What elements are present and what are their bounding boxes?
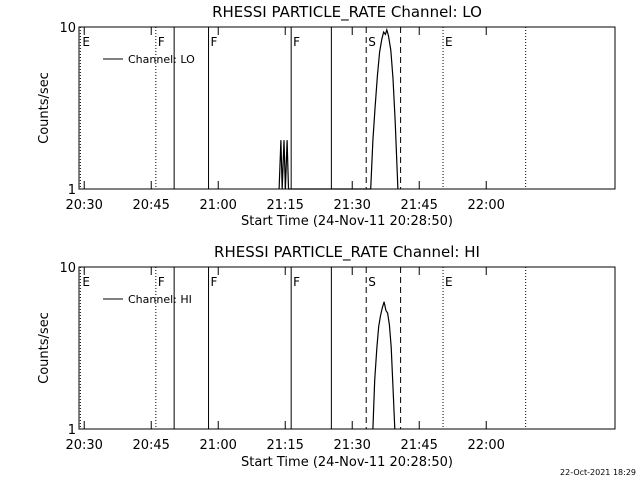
- legend-label: Channel: LO: [128, 53, 195, 66]
- x-tick-label: 21:30: [333, 438, 370, 453]
- x-tick-label: 21:45: [400, 438, 437, 453]
- y-tick-label: 1: [68, 183, 76, 198]
- axes-layer: E F F F S E 20:30 20:45 21:00 21:15 21:30 21:45 22:0…: [59, 261, 616, 453]
- chart-title: RHESSI PARTICLE_RATE Channel: HI: [214, 243, 480, 262]
- x-tick-label: 21:00: [199, 438, 236, 453]
- x-tick-label: 22:00: [467, 438, 504, 453]
- event-marker-label: F: [211, 35, 218, 49]
- x-tick-label: 21:45: [400, 198, 437, 213]
- plot-frame: [78, 26, 616, 190]
- x-tick-label: 21:30: [333, 198, 370, 213]
- chart-panel-hi: RHESSI PARTICLE_RATE Channel: HI Counts/…: [37, 243, 616, 470]
- x-tick-label: 21:00: [199, 198, 236, 213]
- axes-layer: E F F F S E 20:30 20:45 21:00 21:15 21:30 21:45 22:0…: [59, 21, 616, 213]
- x-tick-label: 20:45: [132, 438, 169, 453]
- event-marker-label: S: [368, 35, 376, 49]
- x-axis-label: Start Time (24-Nov-11 20:28:50): [241, 455, 453, 470]
- legend: Channel: LO: [103, 53, 195, 66]
- footer-timestamp: 22-Oct-2021 18:29: [560, 468, 636, 477]
- x-tick-label: 22:00: [467, 198, 504, 213]
- y-axis-label: Counts/sec: [37, 72, 52, 144]
- y-tick-label: 10: [59, 261, 76, 276]
- plot-frame: [78, 266, 616, 430]
- y-tick-label: 1: [68, 423, 76, 438]
- event-marker-label: E: [445, 35, 453, 49]
- y-tick-label: 10: [59, 21, 76, 36]
- series-line: [372, 301, 396, 430]
- event-marker-label: F: [211, 275, 218, 289]
- series-line: [278, 27, 399, 190]
- legend: Channel: HI: [103, 293, 192, 306]
- event-marker-label: S: [368, 275, 376, 289]
- x-tick-label: 20:30: [65, 438, 102, 453]
- x-axis-label: Start Time (24-Nov-11 20:28:50): [241, 214, 453, 229]
- event-marker-label: E: [445, 275, 453, 289]
- x-tick-label: 21:15: [266, 438, 303, 453]
- x-tick-label: 20:45: [132, 198, 169, 213]
- chart-panel-lo: RHESSI PARTICLE_RATE Channel: LO Counts/…: [37, 3, 616, 229]
- x-tick-label: 21:15: [266, 198, 303, 213]
- chart-title: RHESSI PARTICLE_RATE Channel: LO: [212, 3, 482, 22]
- event-marker-label: F: [158, 275, 165, 289]
- event-marker-label: F: [158, 35, 165, 49]
- x-tick-label: 20:30: [65, 198, 102, 213]
- event-marker-label: F: [293, 35, 300, 49]
- y-axis-label: Counts/sec: [37, 312, 52, 384]
- event-marker-label: F: [293, 275, 300, 289]
- event-marker-label: E: [82, 275, 90, 289]
- event-marker-label: E: [82, 35, 90, 49]
- legend-label: Channel: HI: [128, 293, 192, 306]
